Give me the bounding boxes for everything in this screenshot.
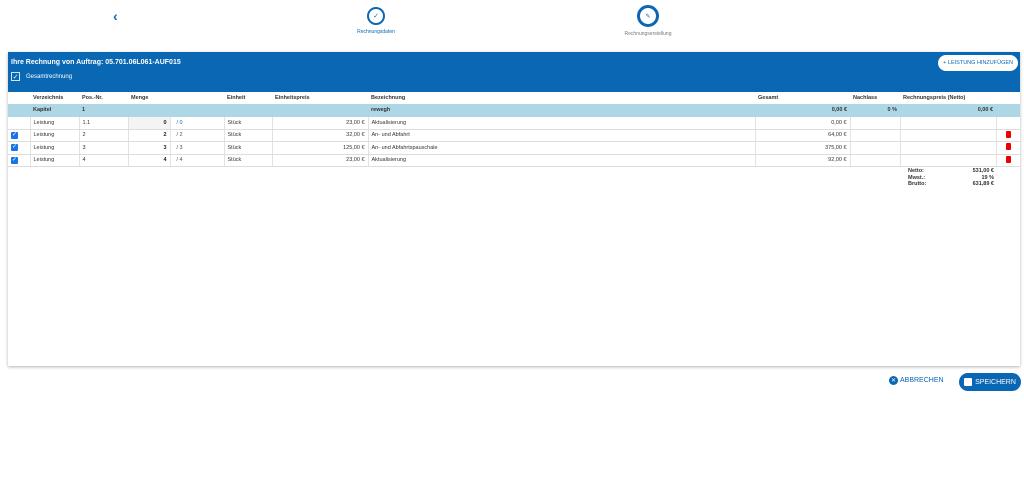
row-verzeichnis: Leistung <box>30 154 80 167</box>
row-bezeichnung: Aktualisierung <box>368 154 756 167</box>
chapter-nachlass: 0 % <box>850 104 901 117</box>
netto-value: 531,00 € <box>972 168 994 174</box>
row-gesamt: 375,00 € <box>755 141 851 155</box>
cancel-button[interactable]: ✕ ABBRECHEN <box>889 376 944 385</box>
invoice-header: Ihre Rechnung von Auftrag: 05.701.06L061… <box>8 52 1020 92</box>
step-rechnungserstellung[interactable]: ✎ Rechnungserstellung <box>598 5 698 37</box>
row-einheitspreis: 125,00 € <box>272 141 369 155</box>
chapter-pos: 1 <box>79 104 128 117</box>
chapter-verzeichnis: Kapitel <box>30 104 79 117</box>
row-gesamt: 92,00 € <box>755 154 851 167</box>
row-checkbox[interactable]: ✓ <box>11 131 18 139</box>
trash-icon[interactable] <box>1005 155 1011 163</box>
row-einheitspreis: 32,00 € <box>272 129 369 142</box>
mwst-label: Mwst.: <box>908 174 926 181</box>
row-netto <box>900 116 997 130</box>
row-max-quantity: / 4 <box>170 154 225 167</box>
invoice-title: Ihre Rechnung von Auftrag: 05.701.06L061… <box>11 59 181 66</box>
col-netto: Rechnungspreis (Netto) <box>903 95 966 101</box>
col-gesamt: Gesamt <box>758 95 779 101</box>
invoice-card: Ihre Rechnung von Auftrag: 05.701.06L061… <box>8 52 1021 366</box>
row-netto <box>900 141 997 155</box>
step-label: Rechnungsdaten <box>357 29 395 35</box>
brutto-value: 631,89 € <box>972 181 994 187</box>
save-label: SPEICHERN <box>975 378 1016 386</box>
save-button[interactable]: SPEICHERN <box>959 373 1021 391</box>
back-chevron-icon[interactable]: ‹ <box>113 8 118 24</box>
check-icon: ✓ <box>367 7 385 25</box>
row-pos: 2 <box>79 129 129 142</box>
row-bezeichnung: An- und Abfahrt <box>368 129 756 142</box>
chapter-bezeichnung: rewegh <box>368 104 756 117</box>
row-netto <box>900 154 997 167</box>
row-verzeichnis: Leistung <box>30 116 80 130</box>
row-nachlass[interactable] <box>850 116 901 130</box>
row-verzeichnis: Leistung <box>30 141 80 155</box>
col-verzeichnis: Verzeichnis <box>33 95 64 101</box>
row-verzeichnis: Leistung <box>30 129 80 142</box>
row-einheit: Stück <box>224 141 273 155</box>
add-leistung-button[interactable]: + LEISTUNG HINZUFÜGEN <box>938 55 1018 71</box>
row-pos: 3 <box>79 141 129 155</box>
row-nachlass[interactable] <box>850 129 901 142</box>
pencil-icon: ✎ <box>637 5 659 27</box>
gesamtrechnung-label: Gesamtrechnung <box>26 73 73 80</box>
table-row: Leistung 1.1 0 / 0 Stück 23,00 € Aktuali… <box>8 116 1021 130</box>
col-menge: Menge <box>131 95 149 101</box>
row-einheitspreis: 23,00 € <box>272 116 369 130</box>
netto-label: Netto: <box>908 168 924 174</box>
step-label: Rechnungserstellung <box>624 31 672 37</box>
row-bezeichnung: Aktualisierung <box>368 116 756 130</box>
row-max-quantity: / 2 <box>170 129 225 142</box>
trash-icon[interactable] <box>1005 130 1011 138</box>
trash-icon[interactable] <box>1005 143 1011 151</box>
mwst-value: 19 % <box>981 174 994 181</box>
row-einheit: Stück <box>224 129 273 142</box>
row-max-quantity: / 0 <box>170 116 225 130</box>
checkbox-checked-icon[interactable]: ✓ <box>11 72 20 81</box>
row-pos: 4 <box>79 154 129 167</box>
row-nachlass[interactable] <box>850 154 901 167</box>
row-einheitspreis: 23,00 € <box>272 154 369 167</box>
table-header: Verzeichnis Pos.-Nr. Menge Einheit Einhe… <box>8 92 1020 104</box>
row-checkbox[interactable]: ✓ <box>11 156 18 164</box>
table-row: ✓ Leistung 2 2 / 2 Stück 32,00 € An- und… <box>8 129 1021 142</box>
quantity-input[interactable]: 4 <box>128 154 171 167</box>
totals: Netto: 531,00 € Mwst.: 19 % Brutto: 631,89 … <box>908 168 994 188</box>
row-checkbox[interactable]: ✓ <box>11 144 18 152</box>
step-rechnungsdaten[interactable]: ✓ Rechnungsdaten <box>326 7 426 35</box>
chapter-netto: 0,00 € <box>900 104 997 117</box>
row-nachlass[interactable] <box>850 141 901 155</box>
row-max-quantity: / 3 <box>170 141 225 155</box>
chapter-row: Kapitel 1 rewegh 0,00 € 0 % 0,00 € <box>8 104 1021 117</box>
col-einheitspreis: Einheitspreis <box>275 95 310 101</box>
col-bezeichnung: Bezeichnung <box>371 95 406 101</box>
quantity-input[interactable]: 3 <box>128 141 171 155</box>
col-nachlass: Nachlass <box>853 95 878 101</box>
row-gesamt: 64,00 € <box>755 129 851 142</box>
row-pos: 1.1 <box>79 116 129 130</box>
close-circle-icon: ✕ <box>889 376 898 385</box>
chapter-gesamt: 0,00 € <box>755 104 851 117</box>
gesamtrechnung-toggle[interactable]: ✓ Gesamtrechnung <box>11 72 72 81</box>
brutto-label: Brutto: <box>908 181 927 187</box>
col-einheit: Einheit <box>227 95 246 101</box>
quantity-input[interactable]: 0 <box>128 116 171 130</box>
col-pos: Pos.-Nr. <box>82 95 103 101</box>
table-row: ✓ Leistung 3 3 / 3 Stück 125,00 € An- un… <box>8 141 1021 155</box>
cancel-label: ABBRECHEN <box>900 377 944 384</box>
floppy-disk-icon <box>964 378 973 386</box>
row-gesamt: 0,00 € <box>755 116 851 130</box>
table-row: ✓ Leistung 4 4 / 4 Stück 23,00 € Aktuali… <box>8 154 1021 167</box>
row-einheit: Stück <box>224 154 273 167</box>
row-netto <box>900 129 997 142</box>
row-einheit: Stück <box>224 116 273 130</box>
quantity-input[interactable]: 2 <box>128 129 171 142</box>
invoice-table: Verzeichnis Pos.-Nr. Menge Einheit Einhe… <box>8 92 1021 167</box>
row-bezeichnung: An- und Abfahrtspauschale <box>368 141 756 155</box>
